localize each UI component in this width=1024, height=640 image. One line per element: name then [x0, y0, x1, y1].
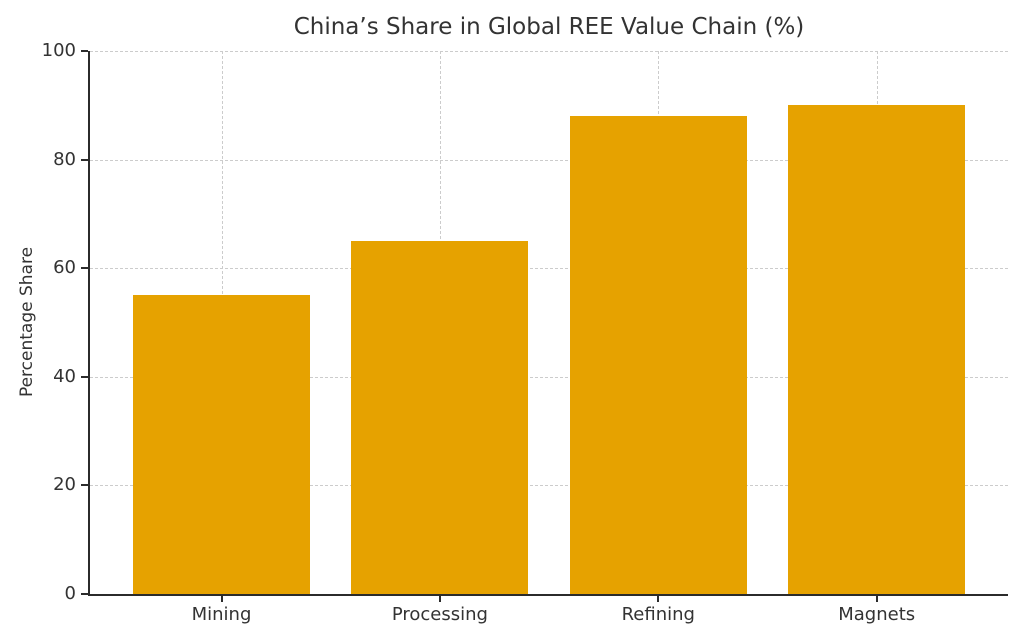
bar-mining [133, 295, 310, 594]
x-tick-label-refining: Refining [621, 604, 695, 625]
x-tick-mark-refining [657, 596, 660, 602]
y-axis-spine [88, 51, 90, 596]
y-tick-label-100: 100 [41, 40, 76, 61]
h-gridline-20 [90, 485, 1008, 487]
chart-title: China’s Share in Global REE Value Chain … [293, 14, 805, 40]
x-tick-label-processing: Processing [391, 604, 488, 625]
y-tick-mark-40 [81, 375, 88, 378]
h-gridline-80 [90, 159, 1008, 161]
x-tick-mark-mining [220, 596, 223, 602]
x-axis-spine [88, 594, 1008, 596]
h-gridline-100 [90, 51, 1008, 52]
y-tick-mark-100 [81, 50, 88, 52]
y-tick-mark-20 [81, 484, 88, 487]
y-tick-mark-80 [81, 158, 88, 161]
y-tick-label-20: 20 [53, 474, 76, 496]
y-tick-mark-60 [81, 267, 88, 270]
h-gridline-60 [90, 268, 1008, 270]
x-tick-label-mining: Mining [191, 604, 252, 625]
bar-refining [569, 116, 747, 594]
y-tick-label-40: 40 [53, 365, 76, 387]
bar-processing [351, 241, 529, 594]
h-gridline-40 [90, 376, 1008, 378]
plot-area: 0 20 40 60 80 100 Mining Processing Refining Magn… [42, 41, 1008, 625]
y-tick-mark-0 [81, 593, 88, 595]
x-tick-mark-magnets [875, 596, 878, 602]
x-tick-mark-processing [438, 596, 441, 602]
y-tick-label-0: 0 [64, 583, 76, 604]
bar-magnets [788, 105, 966, 594]
x-tick-label-magnets: Magnets [838, 604, 916, 625]
y-tick-label-80: 80 [53, 148, 76, 170]
y-tick-label-60: 60 [53, 257, 76, 279]
